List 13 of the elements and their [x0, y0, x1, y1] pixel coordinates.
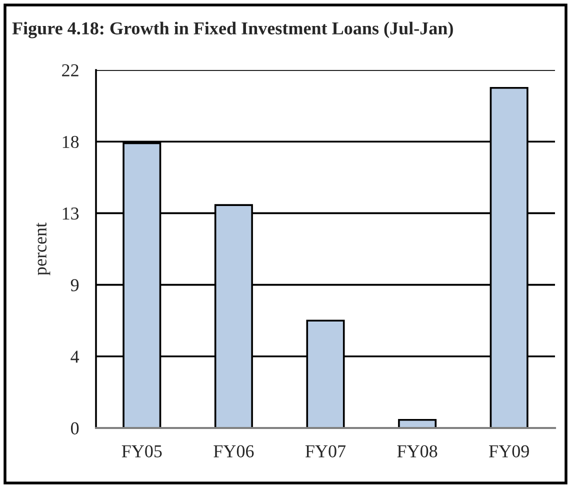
y-tick-label: 13	[62, 208, 79, 220]
y-tick-label: 0	[70, 422, 79, 434]
y-tick-label: 4	[70, 350, 80, 363]
x-tick-label: FY07	[305, 445, 346, 458]
y-axis-title: percent	[36, 222, 50, 276]
y-tick-label: 22	[62, 64, 78, 76]
y-tick-label: 18	[62, 136, 79, 148]
x-tick-label: FY08	[397, 445, 438, 458]
y-tick-label: 9	[70, 279, 79, 292]
chart-title: Figure 4.18: Growth in Fixed Investment Loans (Jul-Jan)	[12, 22, 453, 38]
x-tick-label: FY05	[122, 445, 162, 458]
x-tick-label: FY09	[489, 445, 529, 458]
x-tick-label: FY06	[214, 445, 254, 458]
